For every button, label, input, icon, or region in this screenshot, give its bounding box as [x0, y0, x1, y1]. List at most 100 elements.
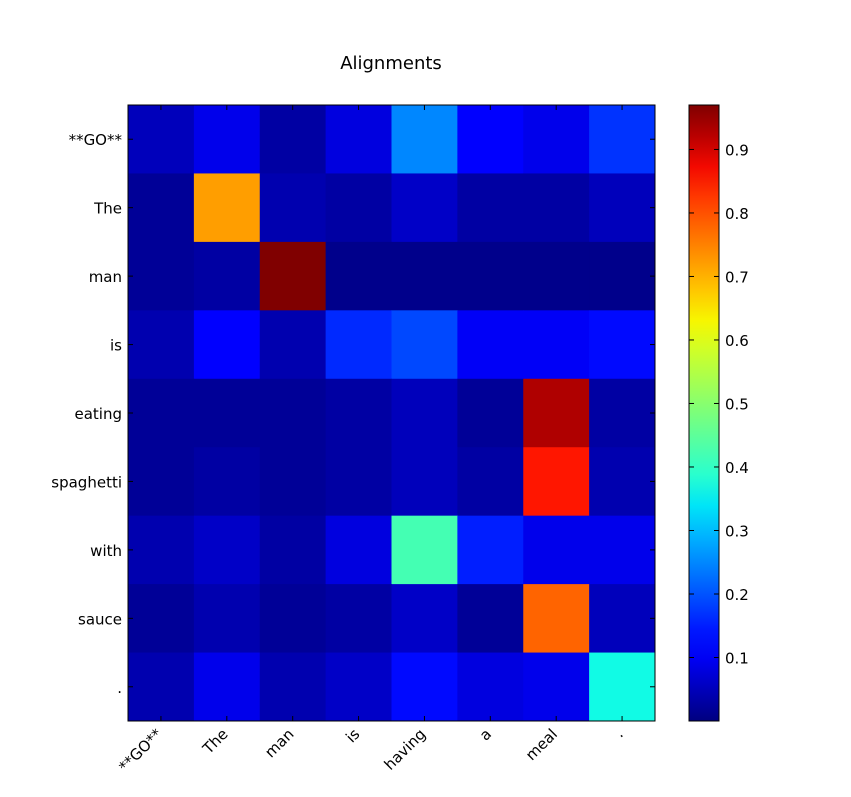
y-tick-label: sauce [78, 610, 122, 628]
x-tick-label: . [611, 725, 627, 741]
heatmap-cell [391, 584, 458, 654]
x-tick-label: **GO** [115, 725, 166, 776]
colorbar: 0.1 0.2 0.3 0.4 0.5 0.6 0.7 0.8 0.9 [688, 104, 749, 722]
heatmap-cell [325, 105, 392, 174]
heatmap-cell [523, 105, 590, 174]
heatmap-cell [457, 584, 524, 654]
heatmap-cell [589, 515, 656, 585]
colorbar-gradient [689, 105, 719, 721]
colorbar-frame [688, 104, 720, 722]
x-tick-label: meal [522, 725, 561, 764]
heatmap-cells [128, 105, 656, 722]
heatmap-cell [128, 447, 195, 517]
heatmap-cell [523, 173, 590, 243]
y-tick-label: eating [75, 405, 123, 423]
heatmap-cell [457, 310, 524, 380]
colorbar-tick-label: 0.1 [725, 649, 749, 667]
heatmap-cell [457, 241, 524, 311]
heatmap-cell [523, 652, 590, 722]
colorbar-tick-label: 0.6 [725, 332, 749, 350]
heatmap-cell [259, 173, 327, 243]
y-tick-label: man [89, 268, 122, 286]
colorbar-tick-label: 0.8 [725, 205, 749, 223]
heatmap-cell [325, 447, 392, 517]
heatmap-cell [589, 241, 656, 311]
heatmap-cell [128, 584, 195, 654]
heatmap-cell [193, 378, 261, 448]
heatmap-cell [391, 105, 458, 174]
y-tick-label: . [117, 679, 122, 697]
heatmap-cell [325, 310, 392, 380]
heatmap-cell [523, 447, 590, 517]
heatmap-cell [523, 378, 590, 448]
chart-title: Alignments [340, 53, 442, 74]
heatmap-cell [259, 105, 327, 174]
heatmap-cell [589, 447, 656, 517]
heatmap-cell [391, 241, 458, 311]
heatmap-cell [259, 447, 327, 517]
colorbar-tick-label: 0.2 [725, 586, 749, 604]
heatmap-cell [589, 652, 656, 722]
y-tick-label: spaghetti [51, 473, 122, 491]
heatmap-cell [589, 310, 656, 380]
heatmap-cell [391, 447, 458, 517]
heatmap-cell [259, 241, 327, 311]
colorbar-tick-label: 0.5 [725, 395, 749, 413]
heatmap-cell [259, 515, 327, 585]
heatmap-cell [391, 515, 458, 585]
colorbar-tick-label: 0.3 [725, 522, 749, 540]
heatmap-cell [589, 105, 656, 174]
heatmap-cell [457, 652, 524, 722]
heatmap-cell [259, 378, 327, 448]
heatmap-cell [128, 515, 195, 585]
heatmap-cell [523, 584, 590, 654]
heatmap-cell [193, 584, 261, 654]
heatmap-cell [523, 310, 590, 380]
x-tick-label: is [342, 725, 363, 746]
y-tick-label: is [110, 337, 122, 355]
heatmap-cell [193, 173, 261, 243]
heatmap-cell [391, 310, 458, 380]
heatmap-cell [193, 105, 261, 174]
heatmap-cell [589, 584, 656, 654]
heatmap-cell [523, 241, 590, 311]
colorbar-tick-label: 0.9 [725, 141, 749, 159]
heatmap-cell [325, 173, 392, 243]
heatmap-cell [259, 584, 327, 654]
heatmap-cell [193, 241, 261, 311]
heatmap-cell [259, 310, 327, 380]
colorbar-tick-label: 0.7 [725, 268, 749, 286]
heatmap-cell [325, 378, 392, 448]
heatmap-cell [193, 515, 261, 585]
x-tick-label: a [476, 725, 495, 744]
colorbar-tick-label: 0.4 [725, 459, 749, 477]
heatmap-cell [523, 515, 590, 585]
heatmap-cell [589, 173, 656, 243]
heatmap-cell [325, 652, 392, 722]
heatmap-cell [391, 652, 458, 722]
heatmap-cell [457, 515, 524, 585]
heatmap-cell [128, 378, 195, 448]
heatmap-cell [457, 378, 524, 448]
heatmap-cell [128, 241, 195, 311]
heatmap-cell [457, 105, 524, 174]
heatmap-cell [128, 310, 195, 380]
heatmap-cell [193, 310, 261, 380]
heatmap-cell [128, 173, 195, 243]
heatmap-cell [457, 173, 524, 243]
x-tick-label: The [198, 725, 231, 758]
heatmap-cell [325, 241, 392, 311]
heatmap-cell [193, 447, 261, 517]
x-tick-label: man [261, 725, 297, 761]
heatmap-cell [391, 173, 458, 243]
heatmap-cell [457, 447, 524, 517]
y-tick-label: with [90, 542, 122, 560]
heatmap-cell [259, 652, 327, 722]
y-tick-label: **GO** [69, 131, 123, 149]
heatmap-cell [128, 652, 195, 722]
heatmap-cell [391, 378, 458, 448]
heatmap-cell [325, 515, 392, 585]
heatmap-cell [128, 105, 195, 174]
